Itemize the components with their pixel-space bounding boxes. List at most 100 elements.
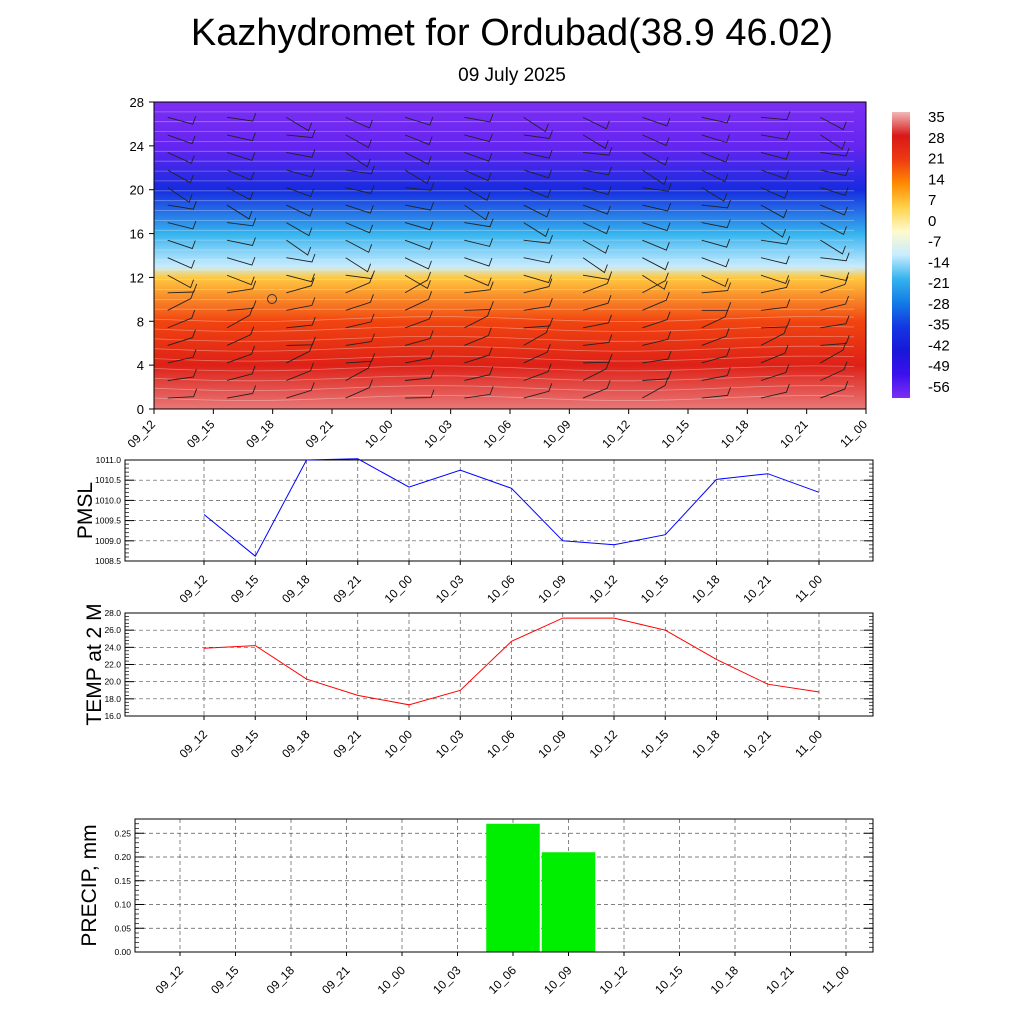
wind-barb <box>642 311 671 329</box>
wind-barb <box>404 201 434 211</box>
colorbar-label: -7 <box>928 234 941 251</box>
wind-barb <box>523 274 553 284</box>
y-tick-label: 26.0 <box>104 625 121 635</box>
wind-barb <box>820 272 850 281</box>
wind-barb <box>404 291 433 311</box>
wind-barb <box>820 341 847 364</box>
y-tick-label: 24 <box>130 139 144 154</box>
wind-barb <box>286 222 313 237</box>
wind-barb <box>167 187 193 203</box>
x-tick-label: 10_03 <box>433 572 467 606</box>
x-tick-label: 10_12 <box>597 963 631 997</box>
wind-barb <box>582 257 608 274</box>
wind-barb <box>286 204 314 217</box>
wind-barb <box>523 363 552 381</box>
wind-barb <box>404 116 434 126</box>
wind-barb <box>167 274 194 289</box>
wind-barb <box>345 270 375 280</box>
x-tick-label: 09_15 <box>228 572 262 606</box>
pmsl-panel: 1011.0 1010.5 1010.0 1009.5 1009.0 1008.5 09_1… <box>74 455 874 606</box>
wind-barb <box>820 276 849 294</box>
wind-barb <box>286 273 315 283</box>
wind-barb <box>226 204 253 220</box>
wind-barb <box>523 204 551 218</box>
colorbar-gradient <box>892 112 910 398</box>
wind-barb <box>523 187 552 198</box>
wind-barb <box>701 387 731 399</box>
x-tick-label: 10_21 <box>740 572 774 606</box>
wind-barb <box>820 361 848 381</box>
wind-barb <box>464 327 492 346</box>
wind-barb <box>582 334 613 346</box>
wind-barb <box>464 218 494 228</box>
wind-barb <box>760 325 788 346</box>
precip-bar <box>486 823 540 952</box>
wind-barb <box>405 389 435 399</box>
wind-barb <box>167 283 198 294</box>
x-tick-label: 10_21 <box>777 417 811 451</box>
x-tick-label: 09_12 <box>177 572 211 606</box>
colorbar-label: 0 <box>928 213 936 230</box>
y-tick-label: 20 <box>130 183 144 198</box>
wind-barb <box>167 116 197 125</box>
y-tick-label: 0.00 <box>114 947 131 957</box>
x-tick-label: 09_15 <box>208 963 242 997</box>
x-tick-label: 10_15 <box>659 417 693 451</box>
wind-barb <box>167 257 195 269</box>
x-tick-label: 10_12 <box>587 727 621 761</box>
colorbar-label: -14 <box>928 254 950 271</box>
wind-barb <box>226 326 255 346</box>
y-axis-label: PMSL <box>74 482 97 539</box>
wind-barb <box>286 253 316 263</box>
wind-barb <box>760 187 789 199</box>
wind-barb <box>701 169 729 183</box>
calm-wind-marker <box>267 294 277 304</box>
wind-barb <box>582 146 613 156</box>
wind-barb <box>820 187 849 196</box>
x-tick-label: 10_15 <box>652 963 686 997</box>
wind-barb <box>167 152 195 164</box>
wind-barb <box>226 132 256 142</box>
wind-barb <box>464 346 493 364</box>
y-axis-label: TEMP at 2 M <box>83 603 106 725</box>
x-tick-label: 10_06 <box>484 727 518 761</box>
y-tick-label: 8 <box>137 314 144 329</box>
wind-barb <box>404 257 432 270</box>
wind-barb <box>701 274 729 288</box>
wind-barb <box>286 343 314 364</box>
wind-barb <box>404 239 433 250</box>
wind-barb <box>582 360 610 381</box>
wind-barb <box>286 187 315 198</box>
wind-barb <box>286 239 312 256</box>
wind-barb <box>642 350 672 364</box>
wind-barb <box>582 239 610 254</box>
wind-barb <box>286 362 314 381</box>
wind-barb <box>167 290 195 311</box>
wind-barb <box>820 239 846 255</box>
wind-barb <box>760 299 791 311</box>
x-tick-label: 11_00 <box>837 417 870 450</box>
x-tick-label: 10_09 <box>535 572 569 606</box>
wind-barb <box>286 297 316 311</box>
x-tick-label: 10_09 <box>541 963 575 997</box>
wind-barb <box>345 379 373 399</box>
x-tick-label: 10_18 <box>689 727 723 761</box>
wind-barb <box>286 316 316 329</box>
wind-barb <box>642 152 669 166</box>
temp-panel: 28.0 26.0 24.0 22.0 20.0 18.0 16.0 09_12 09_15 09… <box>83 603 874 761</box>
colorbar-label: -56 <box>928 379 950 396</box>
x-tick-label: 10_15 <box>638 572 672 606</box>
x-tick-label: 10_18 <box>708 963 742 997</box>
wind-barb <box>464 301 494 311</box>
colorbar-label: 21 <box>928 151 945 168</box>
wind-barb <box>760 279 790 294</box>
colorbar-label: 35 <box>928 109 945 126</box>
wind-barb <box>701 114 731 124</box>
colorbar-label: 28 <box>928 130 945 147</box>
wind-barb <box>582 271 613 281</box>
y-tick-label: 28.0 <box>104 608 121 618</box>
x-tick-label: 10_15 <box>638 727 672 761</box>
wind-barb <box>345 165 375 175</box>
wind-barb <box>760 344 789 364</box>
wind-barb <box>226 237 256 247</box>
